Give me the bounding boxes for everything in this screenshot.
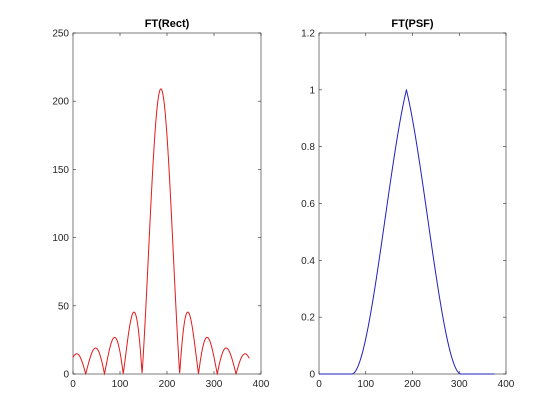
x-tick-label: 0 xyxy=(316,379,322,390)
y-tick-label: 0.2 xyxy=(301,313,315,324)
chart-title: FT(Rect) xyxy=(145,18,190,30)
y-tick-label: 250 xyxy=(52,29,69,40)
y-tick-label: 200 xyxy=(52,97,69,108)
axes-box xyxy=(72,32,262,375)
x-tick-label: 300 xyxy=(206,379,223,390)
x-tick-label: 0 xyxy=(70,379,76,390)
x-tick-label: 100 xyxy=(357,379,374,390)
subplot-ft-psf: FT(PSF) 0 100 200 300 400 0 0.2 0.4 0.6 0.8 1 1.2 xyxy=(301,18,515,390)
x-tick-label: 200 xyxy=(404,379,421,390)
y-tick-label: 0.8 xyxy=(301,142,315,153)
y-tick-label: 1.2 xyxy=(301,29,315,40)
y-tick-label: 0.6 xyxy=(301,199,315,210)
y-tick-label: 100 xyxy=(52,233,69,244)
x-tick-label: 400 xyxy=(253,379,270,390)
y-tick-label: 50 xyxy=(58,301,70,312)
subplot-ft-rect: FT(Rect) 0 100 200 300 400 0 50 100 150 200 250 xyxy=(52,18,269,390)
y-tick-label: 1 xyxy=(309,85,315,96)
x-tick-label: 200 xyxy=(159,379,176,390)
axes-box xyxy=(318,32,507,375)
y-tick-label: 0.4 xyxy=(301,256,315,267)
tick-group: 0 100 200 300 400 0 0.2 0.4 0.6 0.8 1 1.2 xyxy=(301,29,515,391)
tick-group: 0 100 200 300 400 0 50 100 150 200 250 xyxy=(52,29,269,391)
y-tick-label: 0 xyxy=(309,370,315,381)
series-line xyxy=(319,88,495,375)
series-line xyxy=(72,88,250,376)
y-tick-label: 150 xyxy=(52,165,69,176)
y-tick-label: 0 xyxy=(63,370,69,381)
x-tick-label: 300 xyxy=(451,379,468,390)
x-tick-label: 400 xyxy=(498,379,515,390)
x-tick-label: 100 xyxy=(112,379,129,390)
chart-title: FT(PSF) xyxy=(391,18,433,30)
